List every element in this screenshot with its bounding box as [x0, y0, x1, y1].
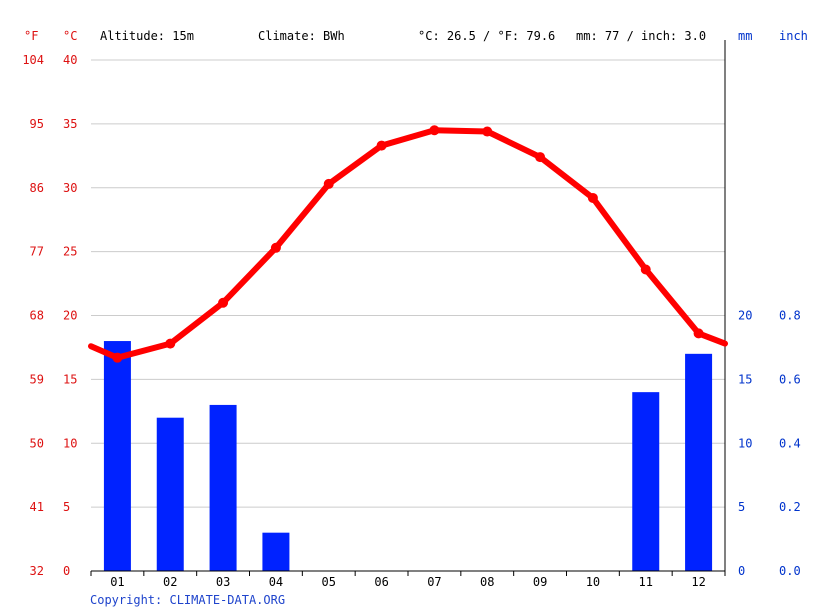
mm-tick-label: 5: [738, 500, 745, 514]
temperature-point: [535, 152, 546, 163]
fahrenheit-tick-label: 104: [22, 53, 44, 67]
temperature-line: [88, 127, 728, 361]
precipitation-bar: [685, 353, 713, 571]
grid-lines: [91, 40, 726, 571]
temperature-point: [376, 140, 387, 151]
temperature-point: [640, 264, 651, 275]
month-tick-label: 02: [163, 575, 177, 589]
precipitation-bar: [209, 404, 237, 571]
copyright-link[interactable]: Copyright: CLIMATE-DATA.ORG: [90, 593, 285, 607]
inch-tick-label: 0.2: [779, 500, 801, 514]
temperature-point: [165, 338, 176, 349]
month-tick-label: 09: [533, 575, 547, 589]
month-tick-label: 05: [322, 575, 336, 589]
celsius-tick-label: 25: [63, 245, 77, 259]
month-tick-label: 06: [374, 575, 388, 589]
mm-unit-label: mm: [738, 29, 752, 43]
celsius-tick-label: 30: [63, 181, 77, 195]
precipitation-bar: [156, 417, 184, 571]
month-tick-label: 03: [216, 575, 230, 589]
mm-tick-label: 20: [738, 309, 752, 323]
celsius-tick-label: 15: [63, 372, 77, 386]
temperature-line-group: [88, 125, 728, 363]
fahrenheit-tick-label: 32: [30, 564, 44, 578]
celsius-unit-label: °C: [63, 29, 77, 43]
inch-tick-label: 0.0: [779, 564, 801, 578]
fahrenheit-tick-label: 95: [30, 117, 44, 131]
month-tick-label: 04: [269, 575, 283, 589]
mm-tick-label: 0: [738, 564, 745, 578]
temperature-point: [429, 125, 440, 136]
celsius-tick-label: 35: [63, 117, 77, 131]
celsius-tick-label: 5: [63, 500, 70, 514]
inch-tick-label: 0.8: [779, 309, 801, 323]
celsius-tick-label: 0: [63, 564, 70, 578]
temperature-point: [587, 192, 598, 203]
temperature-point: [270, 242, 281, 253]
temperature-point: [112, 352, 123, 363]
fahrenheit-tick-label: 86: [30, 181, 44, 195]
temperature-point: [218, 297, 229, 308]
month-tick-label: 08: [480, 575, 494, 589]
fahrenheit-tick-label: 41: [30, 500, 44, 514]
left-axis-labels: 32 0 41 5 50 10 59 15 68 20 77 25 86 30 95 35 104 40: [22, 53, 77, 578]
celsius-tick-label: 10: [63, 436, 77, 450]
month-tick-label: 10: [586, 575, 600, 589]
precipitation-total-label: mm: 77 / inch: 3.0: [576, 29, 706, 43]
altitude-label: Altitude: 15m: [100, 29, 194, 43]
mm-tick-label: 10: [738, 436, 752, 450]
mm-tick-label: 15: [738, 372, 752, 386]
climate-label: Climate: BWh: [258, 29, 345, 43]
inch-unit-label: inch: [779, 29, 808, 43]
fahrenheit-unit-label: °F: [24, 29, 38, 43]
month-tick-label: 11: [639, 575, 653, 589]
precipitation-bars: [103, 341, 713, 571]
fahrenheit-tick-label: 68: [30, 309, 44, 323]
precipitation-bar: [262, 532, 290, 571]
temperature-point: [482, 126, 493, 137]
inch-tick-label: 0.6: [779, 372, 801, 386]
celsius-tick-label: 40: [63, 53, 77, 67]
precipitation-bar: [103, 341, 131, 571]
fahrenheit-tick-label: 59: [30, 372, 44, 386]
fahrenheit-tick-label: 50: [30, 436, 44, 450]
right-axis-labels: 0 0.0 5 0.2 10 0.4 15 0.6 20 0.8: [738, 309, 801, 579]
celsius-tick-label: 20: [63, 309, 77, 323]
month-tick-label: 07: [427, 575, 441, 589]
precipitation-bar: [632, 392, 660, 571]
inch-tick-label: 0.4: [779, 436, 801, 450]
fahrenheit-tick-label: 77: [30, 245, 44, 259]
month-tick-label: 12: [691, 575, 705, 589]
temperature-point: [323, 178, 334, 189]
temperature-point: [693, 328, 704, 339]
x-axis: 01 02 03 04 05 06 07 08 09 10 11 12: [90, 570, 726, 589]
month-tick-label: 01: [110, 575, 124, 589]
temperature-average-label: °C: 26.5 / °F: 79.6: [418, 29, 555, 43]
